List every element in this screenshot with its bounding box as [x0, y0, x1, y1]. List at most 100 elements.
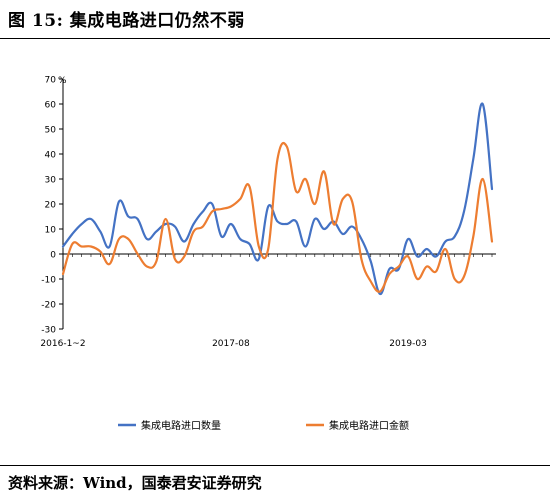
data-point-series-1	[118, 201, 120, 203]
data-point-series-1	[183, 241, 185, 243]
data-point-series-1	[211, 203, 213, 205]
data-point-series-2	[416, 278, 418, 280]
data-point-series-1	[165, 223, 167, 225]
data-point-series-2	[360, 258, 362, 260]
y-tick-label: -20	[41, 301, 56, 311]
data-point-series-2	[118, 238, 120, 240]
data-point-series-1	[463, 211, 465, 213]
data-point-series-2	[81, 246, 83, 248]
data-point-series-2	[304, 178, 306, 180]
data-point-series-2	[62, 273, 64, 275]
data-point-series-1	[127, 216, 129, 218]
data-point-series-2	[230, 206, 232, 208]
data-point-series-2	[388, 273, 390, 275]
data-point-series-2	[286, 146, 288, 148]
data-point-series-1	[482, 103, 484, 105]
data-point-series-1	[426, 248, 428, 250]
data-point-series-1	[286, 223, 288, 225]
data-point-series-2	[454, 278, 456, 280]
data-point-series-2	[398, 266, 400, 268]
data-point-series-2	[239, 198, 241, 200]
data-point-series-2	[342, 198, 344, 200]
data-point-series-1	[90, 218, 92, 220]
data-point-series-2	[351, 201, 353, 203]
data-point-series-2	[277, 158, 279, 160]
data-point-series-2	[109, 263, 111, 265]
data-point-series-2	[407, 256, 409, 258]
data-point-series-2	[332, 223, 334, 225]
data-point-series-2	[491, 241, 493, 243]
y-tick-label: 40	[45, 151, 57, 161]
data-point-series-2	[323, 171, 325, 173]
data-point-series-2	[127, 238, 129, 240]
data-point-series-2	[193, 231, 195, 233]
data-point-series-1	[295, 221, 297, 223]
data-point-series-2	[426, 266, 428, 268]
x-tick-label: 2019-03	[389, 339, 427, 349]
data-point-series-1	[202, 211, 204, 213]
data-point-series-1	[351, 226, 353, 228]
data-point-series-1	[444, 241, 446, 243]
data-point-series-2	[90, 246, 92, 248]
data-point-series-2	[183, 256, 185, 258]
data-point-series-2	[472, 236, 474, 238]
data-point-series-2	[146, 266, 148, 268]
data-point-series-1	[407, 238, 409, 240]
data-point-series-2	[258, 246, 260, 248]
data-point-series-2	[165, 218, 167, 220]
data-point-series-1	[174, 226, 176, 228]
source-note: 资料来源：Wind，国泰君安证券研究	[8, 472, 262, 493]
y-tick-label: 50	[45, 126, 57, 136]
y-tick-label: 30	[45, 176, 57, 186]
series-line-2	[63, 143, 492, 292]
data-point-series-2	[314, 203, 316, 205]
data-point-series-1	[314, 218, 316, 220]
data-point-series-2	[249, 186, 251, 188]
source-rule	[0, 465, 550, 466]
y-tick-label: 60	[45, 101, 57, 111]
data-point-series-1	[99, 231, 101, 233]
data-point-series-1	[109, 246, 111, 248]
data-point-series-1	[193, 223, 195, 225]
y-tick-label: 20	[45, 201, 57, 211]
legend-label-2: 集成电路进口金额	[329, 419, 409, 432]
data-point-series-1	[435, 256, 437, 258]
x-tick-label: 2017-08	[212, 339, 250, 349]
data-point-series-2	[435, 271, 437, 273]
data-point-series-1	[454, 236, 456, 238]
data-point-series-2	[267, 248, 269, 250]
data-point-series-1	[379, 293, 381, 295]
line-chart: 70 60 50 40 30 20 10 0 -10 -20 -30% 2016-1~2 2017-08…	[0, 0, 550, 465]
data-point-series-1	[370, 261, 372, 263]
data-point-series-1	[267, 206, 269, 208]
data-point-series-2	[174, 258, 176, 260]
data-point-series-2	[221, 208, 223, 210]
data-point-series-1	[137, 218, 139, 220]
data-point-series-1	[258, 258, 260, 260]
data-point-series-1	[239, 238, 241, 240]
data-point-series-2	[71, 243, 73, 245]
data-point-series-1	[388, 268, 390, 270]
data-point-series-2	[463, 276, 465, 278]
data-point-series-1	[416, 256, 418, 258]
data-point-series-1	[146, 238, 148, 240]
data-point-series-1	[472, 158, 474, 160]
data-point-series-1	[323, 228, 325, 230]
legend-label-1: 集成电路进口数量	[141, 419, 221, 432]
data-point-series-1	[221, 236, 223, 238]
data-point-series-1	[62, 246, 64, 248]
y-tick-label: 10	[45, 226, 57, 236]
data-point-series-2	[370, 281, 372, 283]
data-point-series-1	[155, 231, 157, 233]
data-point-series-1	[491, 188, 493, 190]
data-point-series-1	[304, 246, 306, 248]
data-point-series-2	[482, 178, 484, 180]
y-tick-label: -10	[41, 276, 56, 286]
data-point-series-2	[295, 191, 297, 193]
x-tick-label: 2016-1~2	[40, 339, 85, 349]
y-tick-label: 0	[50, 251, 56, 261]
data-point-series-2	[137, 253, 139, 255]
y-tick-label: -30	[41, 326, 56, 336]
data-point-series-1	[342, 233, 344, 235]
data-point-series-1	[249, 243, 251, 245]
